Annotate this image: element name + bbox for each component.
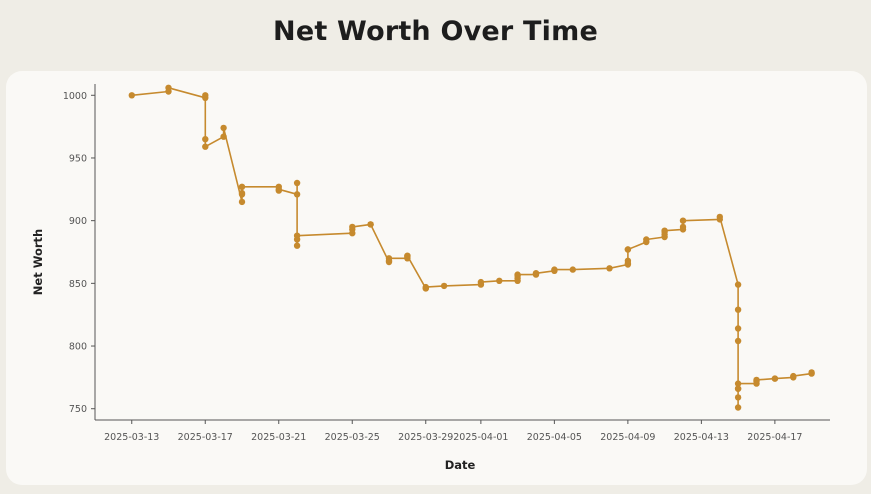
data-point: [734, 404, 742, 411]
data-point: [238, 189, 246, 197]
data-point: [165, 84, 172, 92]
chart-title: Net Worth Over Time: [273, 16, 598, 47]
data-point: [808, 369, 815, 376]
data-point: [679, 223, 687, 231]
x-tick-label: 2025-04-05: [527, 432, 582, 443]
data-point: [293, 179, 301, 187]
x-tick-label: 2025-03-13: [104, 432, 159, 443]
data-point: [220, 133, 227, 140]
data-point: [220, 124, 227, 132]
data-point: [734, 325, 742, 332]
data-point: [624, 246, 632, 253]
data-point: [569, 266, 576, 273]
data-point: [293, 191, 301, 198]
y-tick-label: 800: [69, 342, 87, 353]
data-point: [404, 252, 411, 259]
data-point: [238, 198, 246, 206]
data-point: [716, 213, 723, 221]
data-point: [753, 376, 760, 384]
data-point: [790, 372, 797, 380]
data-point: [422, 283, 429, 291]
data-point: [734, 380, 742, 387]
x-axis-label: Date: [445, 458, 476, 472]
data-point: [606, 265, 613, 272]
data-point: [624, 257, 632, 264]
chart-panel: [6, 71, 867, 485]
chart-marks: [128, 84, 815, 411]
y-tick-label: 950: [69, 153, 87, 164]
data-point: [293, 232, 301, 239]
data-point: [367, 221, 374, 228]
y-axis-label: Net Worth: [31, 229, 45, 295]
data-point: [679, 217, 687, 224]
data-point: [202, 136, 209, 143]
x-tick-label: 2025-03-29: [398, 432, 453, 443]
data-point: [514, 271, 521, 278]
y-tick-label: 900: [69, 216, 87, 227]
data-point: [771, 375, 779, 382]
data-point: [349, 223, 356, 231]
data-point: [440, 282, 448, 290]
x-tick-label: 2025-04-13: [674, 432, 729, 443]
x-tick-label: 2025-03-17: [178, 432, 233, 443]
data-point: [293, 242, 301, 249]
x-tick-label: 2025-04-01: [453, 432, 508, 443]
data-point: [275, 186, 282, 193]
data-point: [734, 281, 742, 288]
data-point: [734, 306, 742, 313]
series-line: [131, 87, 813, 409]
data-point: [128, 92, 135, 99]
x-tick-label: 2025-03-21: [251, 432, 306, 443]
x-tick-label: 2025-04-09: [600, 432, 655, 443]
data-point: [532, 270, 540, 277]
chart-axes: 750 800 850 900 950 1000 2025-03-13 2025-03-17 2…: [63, 84, 830, 443]
data-point: [734, 337, 742, 345]
data-point: [238, 183, 246, 190]
data-point: [496, 277, 503, 284]
data-point: [202, 92, 209, 99]
data-point: [734, 385, 742, 392]
data-point: [551, 266, 558, 273]
y-tick-label: 1000: [63, 91, 87, 102]
data-point: [734, 394, 742, 401]
x-tick-label: 2025-03-25: [325, 432, 380, 443]
data-point: [661, 227, 668, 234]
data-point: [202, 143, 209, 150]
data-point: [643, 236, 650, 243]
y-tick-label: 750: [69, 404, 87, 415]
x-tick-label: 2025-04-17: [747, 432, 802, 443]
data-point: [385, 255, 393, 262]
data-point: [477, 278, 485, 286]
y-tick-label: 850: [69, 279, 87, 290]
